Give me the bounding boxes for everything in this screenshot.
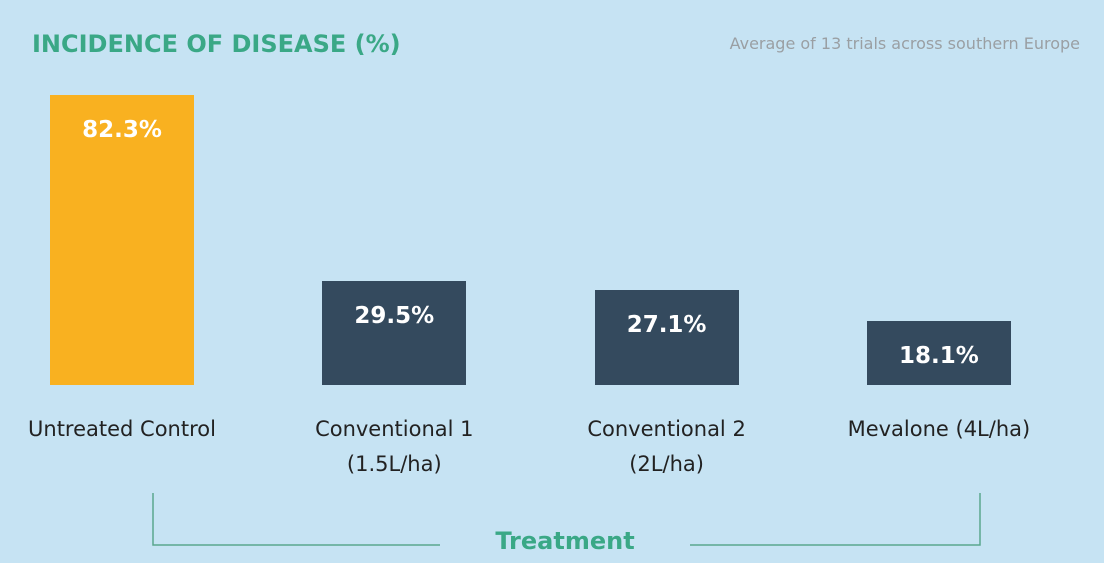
data-label: 27.1% [626,311,707,338]
x-tick-label: Conventional 1 (1.5L/ha) [315,417,474,476]
bar: 27.1% [594,289,739,385]
data-label: 82.3% [82,117,162,143]
data-label: 29.5% [354,303,435,330]
bar: 18.1% [866,321,1011,385]
bracket-right [690,493,981,546]
chart-subtitle: Average of 13 trials across southern Eur… [729,34,1080,53]
x-tick-label: Untreated Control [28,417,216,441]
x-tick-label: Conventional 2 (2L/ha) [587,417,746,476]
x-axis-label: Treatment [495,527,635,555]
bracket-left [152,493,440,546]
x-tick-label: Mevalone (4L/ha) [847,417,1031,441]
bar: 82.3% [50,95,194,385]
data-label: 18.1% [898,343,979,370]
chart-title: INCIDENCE OF DISEASE (%) [32,30,401,58]
bar: 29.5% [322,281,467,385]
